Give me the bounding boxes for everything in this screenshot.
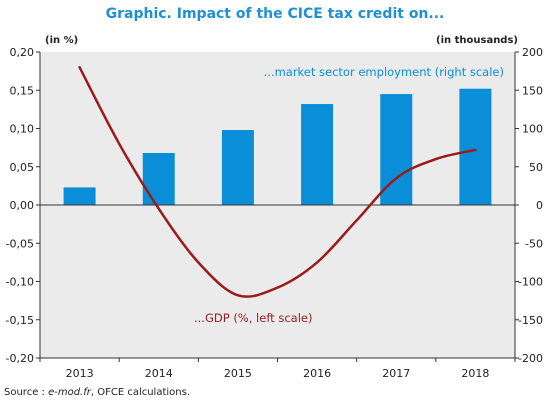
left-tick-label: -0,15 bbox=[6, 314, 34, 327]
right-axis-ticks: 200 150 100 50 0 -50 -100 -150 -200 bbox=[515, 46, 543, 365]
right-tick-label: 0 bbox=[536, 199, 543, 212]
category-labels: 2013 2014 2015 2016 2017 2018 bbox=[39, 358, 516, 380]
category-label-2014: 2014 bbox=[145, 367, 173, 380]
category-label-2015: 2015 bbox=[224, 367, 252, 380]
left-tick-label: -0,20 bbox=[6, 352, 34, 365]
source-rest: , OFCE calculations. bbox=[91, 387, 190, 398]
source-note: Source : e-mod.fr, OFCE calculations. bbox=[4, 387, 190, 398]
left-tick-label: 0,05 bbox=[10, 161, 35, 174]
employment-bar-2016 bbox=[301, 104, 334, 205]
bar-series bbox=[63, 88, 492, 205]
employment-annotation: ...market sector employment (right scale… bbox=[264, 65, 504, 79]
left-tick-label: -0,05 bbox=[6, 237, 34, 250]
category-label-2017: 2017 bbox=[382, 367, 410, 380]
employment-bar-2014 bbox=[142, 152, 175, 205]
left-tick-label: 0,20 bbox=[10, 46, 35, 59]
right-axis-unit: (in thousands) bbox=[436, 35, 518, 46]
left-tick-label: 0,15 bbox=[10, 84, 35, 97]
chart-title: Graphic. Impact of the CICE tax credit o… bbox=[106, 6, 445, 22]
gdp-annotation: ...GDP (%, left scale) bbox=[194, 311, 312, 325]
right-tick-label: -200 bbox=[518, 352, 543, 365]
left-tick-label: 0,10 bbox=[10, 123, 35, 136]
left-axis-unit: (in %) bbox=[45, 35, 78, 46]
right-tick-label: 100 bbox=[522, 123, 543, 136]
employment-bar-2018 bbox=[459, 88, 492, 205]
left-tick-label: 0,00 bbox=[10, 199, 35, 212]
employment-bar-2015 bbox=[221, 130, 254, 205]
right-tick-label: 200 bbox=[522, 46, 543, 59]
category-label-2018: 2018 bbox=[461, 367, 489, 380]
right-tick-label: 150 bbox=[522, 84, 543, 97]
category-label-2016: 2016 bbox=[303, 367, 331, 380]
right-tick-label: 50 bbox=[529, 161, 543, 174]
left-tick-label: -0,10 bbox=[6, 276, 34, 289]
left-axis-ticks: 0,20 0,15 0,10 0,05 0,00 -0,05 -0,10 -0,15 -0,20 bbox=[6, 46, 40, 365]
source-italic: e-mod.fr bbox=[48, 387, 92, 398]
right-tick-label: -150 bbox=[518, 314, 543, 327]
right-tick-label: -50 bbox=[525, 237, 543, 250]
right-tick-label: -100 bbox=[518, 276, 543, 289]
source-label: Source : bbox=[4, 387, 48, 398]
category-label-2013: 2013 bbox=[66, 367, 94, 380]
gdp-line bbox=[78, 66, 477, 298]
employment-bar-2013 bbox=[63, 187, 96, 205]
